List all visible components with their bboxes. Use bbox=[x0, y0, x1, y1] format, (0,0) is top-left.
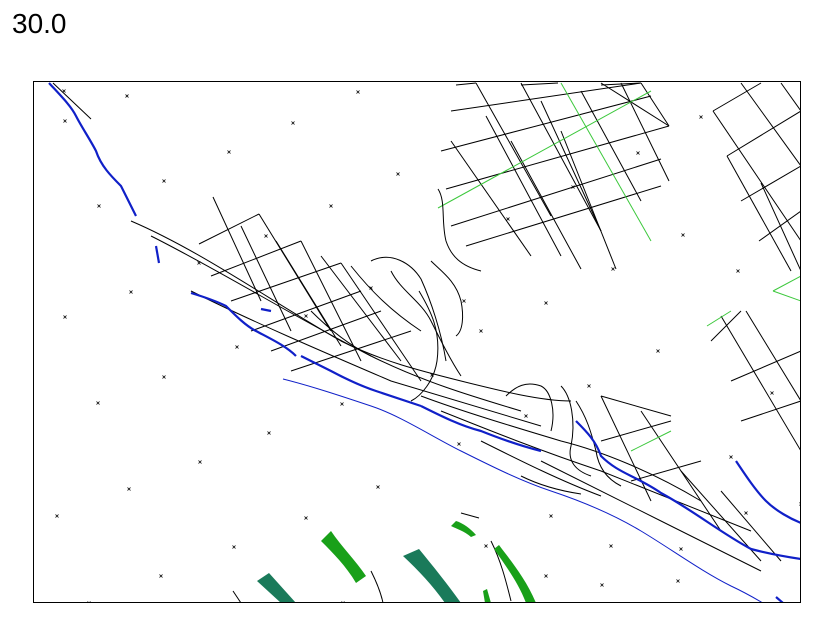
station-marker bbox=[396, 172, 400, 176]
grid-block-far-right bbox=[712, 82, 800, 272]
station-marker bbox=[62, 89, 66, 93]
station-marker bbox=[376, 485, 380, 489]
station-marker bbox=[679, 547, 683, 551]
fault-layer bbox=[52, 82, 762, 602]
station-marker bbox=[129, 290, 133, 294]
station-marker bbox=[97, 204, 101, 208]
station-marker bbox=[369, 286, 373, 290]
station-marker bbox=[744, 511, 748, 515]
station-marker bbox=[96, 401, 100, 405]
station-marker bbox=[587, 384, 591, 388]
station-marker bbox=[87, 601, 91, 602]
slab-dark-1 bbox=[257, 573, 296, 602]
station-marker bbox=[235, 345, 239, 349]
station-marker bbox=[484, 544, 488, 548]
station-marker bbox=[676, 579, 680, 583]
station-marker bbox=[799, 502, 800, 506]
slab-bright-1 bbox=[321, 531, 366, 583]
slab-layer bbox=[257, 521, 536, 602]
station-marker bbox=[162, 179, 166, 183]
station-marker bbox=[198, 460, 202, 464]
station-marker bbox=[55, 514, 59, 518]
station-marker bbox=[609, 544, 613, 548]
slab-bright-3 bbox=[494, 545, 536, 602]
slab-bright-4 bbox=[483, 589, 491, 602]
station-marker bbox=[611, 267, 615, 271]
station-marker bbox=[162, 375, 166, 379]
slab-bright-2 bbox=[451, 521, 476, 537]
station-marker bbox=[736, 269, 740, 273]
station-marker bbox=[636, 151, 640, 155]
station-marker bbox=[267, 431, 271, 435]
station-marker bbox=[430, 373, 434, 377]
slab-dark-2 bbox=[403, 549, 461, 602]
station-marker bbox=[341, 601, 345, 602]
station-marker bbox=[304, 314, 308, 318]
station-marker bbox=[656, 349, 660, 353]
station-marker bbox=[506, 217, 510, 221]
station-marker bbox=[681, 233, 685, 237]
map-frame[interactable] bbox=[33, 81, 801, 603]
station-marker bbox=[457, 442, 461, 446]
grid-layer bbox=[198, 82, 800, 562]
station-marker bbox=[63, 315, 67, 319]
grid-block-middle bbox=[198, 196, 422, 382]
coastline-layer bbox=[48, 82, 800, 602]
station-marker bbox=[524, 414, 528, 418]
station-marker bbox=[159, 574, 163, 578]
station-marker bbox=[304, 516, 308, 520]
station-marker bbox=[544, 574, 548, 578]
station-marker bbox=[729, 455, 733, 459]
grid-block-right-middle bbox=[600, 310, 800, 562]
grid-highlight-layer bbox=[437, 82, 800, 452]
station-marker bbox=[227, 150, 231, 154]
station-marker bbox=[479, 329, 483, 333]
station-marker bbox=[549, 514, 553, 518]
station-marker bbox=[127, 487, 131, 491]
grid-block-upper-right bbox=[440, 82, 670, 270]
time-value-label: 30.0 bbox=[12, 8, 67, 39]
station-marker bbox=[291, 121, 295, 125]
station-marker bbox=[600, 583, 604, 587]
station-marker bbox=[197, 261, 201, 265]
station-marker bbox=[356, 90, 360, 94]
station-marker bbox=[63, 119, 67, 123]
map-canvas[interactable] bbox=[34, 82, 801, 603]
marker-layer bbox=[55, 89, 800, 602]
station-marker bbox=[571, 185, 575, 189]
station-marker bbox=[340, 402, 344, 406]
station-marker bbox=[125, 94, 129, 98]
station-marker bbox=[232, 545, 236, 549]
station-marker bbox=[699, 115, 703, 119]
station-marker bbox=[264, 234, 268, 238]
station-marker bbox=[544, 301, 548, 305]
station-marker bbox=[770, 391, 774, 395]
station-marker bbox=[329, 204, 333, 208]
station-marker bbox=[462, 299, 466, 303]
